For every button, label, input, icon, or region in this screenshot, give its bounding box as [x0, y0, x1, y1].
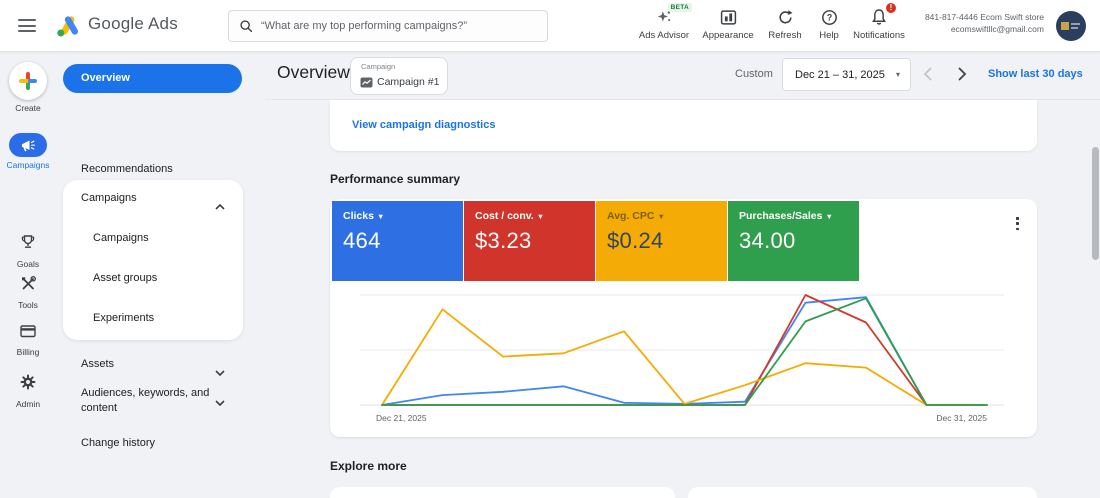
view-campaign-diagnostics-link[interactable]: View campaign diagnostics — [352, 119, 496, 131]
menu-icon[interactable] — [18, 19, 36, 33]
account-info[interactable]: 841-817-4446 Ecom Swift store ecomswiftl… — [925, 12, 1044, 35]
rail-item-create[interactable]: Create — [0, 62, 56, 113]
search-icon — [240, 20, 253, 33]
rail-item-admin[interactable]: Admin — [0, 373, 56, 409]
notification-badge: ! — [885, 2, 897, 14]
help-button[interactable]: ? Help — [797, 7, 861, 41]
top-bar: Google Ads BETA Ads Advisor Appearance — [0, 0, 1100, 52]
rail-item-billing[interactable]: Billing — [0, 323, 56, 357]
metric-tile[interactable]: Avg. CPC ▼ $0.24 — [596, 201, 727, 281]
rail-item-campaigns[interactable]: Campaigns — [0, 133, 56, 170]
dropdown-caret-icon: ▼ — [825, 212, 833, 221]
credit-card-icon — [0, 323, 56, 344]
explore-card-right — [688, 487, 1037, 498]
campaign-chip-label: Campaign #1 — [377, 76, 440, 88]
metric-value: 34.00 — [739, 228, 796, 253]
main-content: Overview Campaign Campaign #1 Custom Dec… — [265, 52, 1100, 498]
campaigns-group-card: Campaigns Campaigns Asset groups Experim… — [63, 180, 243, 340]
performance-summary-card: Clicks ▼ 464 Cost / conv. ▼ $3.23 Avg. CPC… — [330, 199, 1037, 437]
rail-item-tools[interactable]: Tools — [0, 275, 56, 310]
header-divider — [265, 99, 1100, 100]
trophy-icon — [0, 233, 56, 256]
metric-tile[interactable]: Purchases/Sales ▼ 34.00 — [728, 201, 859, 281]
left-rail: Create Campaigns Goals — [0, 52, 56, 498]
refresh-button[interactable]: Refresh — [753, 7, 817, 41]
x-axis-label-start: Dec 21, 2025 — [376, 413, 427, 423]
svg-text:?: ? — [826, 12, 832, 22]
prev-range-button[interactable] — [915, 62, 939, 86]
metric-value: $0.24 — [607, 228, 664, 253]
create-plus-icon — [9, 62, 47, 100]
google-ads-logo-icon[interactable] — [56, 14, 82, 38]
chevron-down-icon — [215, 361, 225, 385]
appearance-button[interactable]: Appearance — [696, 7, 760, 41]
nav-item-audiences[interactable]: Audiences, keywords, and content — [56, 384, 225, 416]
page-title: Overview — [277, 62, 350, 82]
account-email: ecomswiftllc@gmail.com — [950, 23, 1044, 34]
account-name: 841-817-4446 Ecom Swift store — [924, 12, 1044, 22]
refresh-icon — [753, 7, 817, 27]
search-box[interactable] — [228, 10, 548, 42]
help-icon: ? — [797, 7, 861, 27]
nav-item-campaigns[interactable]: Campaigns — [93, 232, 149, 244]
rail-item-goals[interactable]: Goals — [0, 233, 56, 269]
bell-icon: ! — [847, 2, 911, 27]
chevron-up-icon — [215, 195, 225, 219]
gear-icon — [0, 373, 56, 396]
nav-item-overview[interactable]: Overview — [63, 64, 242, 93]
card-options-menu[interactable] — [1014, 215, 1021, 232]
nav-item-asset-groups[interactable]: Asset groups — [93, 272, 158, 284]
nav-item-campaigns-group[interactable]: Campaigns — [63, 186, 243, 210]
scrollbar-thumb[interactable] — [1092, 147, 1099, 260]
performance-chart — [360, 294, 1004, 406]
side-nav: Overview Recommendations Insights and re… — [56, 52, 265, 498]
tools-icon — [0, 275, 56, 297]
metric-tile[interactable]: Cost / conv. ▼ $3.23 — [464, 201, 595, 281]
chevron-down-icon — [215, 396, 225, 411]
notifications-button[interactable]: ! Notifications — [847, 2, 911, 41]
campaign-chip[interactable]: Campaign Campaign #1 — [350, 57, 448, 95]
dropdown-caret-icon: ▼ — [376, 212, 385, 221]
nav-item-assets[interactable]: Assets — [56, 352, 251, 377]
metric-tiles: Clicks ▼ 464 Cost / conv. ▼ $3.23 Avg. CPC… — [332, 201, 859, 281]
metric-value: 464 — [343, 228, 381, 253]
date-range-picker[interactable]: Dec 21 – 31, 2025 ▾ — [782, 58, 911, 91]
nav-item-recommendations[interactable]: Recommendations — [81, 163, 173, 175]
diagnostics-card: View campaign diagnostics — [330, 100, 1037, 151]
ads-advisor-button[interactable]: BETA Ads Advisor — [632, 3, 696, 41]
appearance-icon — [696, 7, 760, 27]
explore-more-title: Explore more — [330, 459, 407, 473]
show-last-30-days-link[interactable]: Show last 30 days — [988, 68, 1083, 80]
dropdown-caret-icon: ▼ — [657, 212, 665, 221]
avatar[interactable] — [1056, 11, 1086, 41]
nav-item-experiments[interactable]: Experiments — [93, 312, 155, 324]
date-range-type: Custom — [735, 68, 773, 80]
search-input[interactable] — [261, 20, 537, 32]
beta-badge: BETA — [667, 3, 692, 12]
dropdown-caret-icon: ▼ — [536, 212, 545, 221]
explore-card-left — [330, 487, 675, 498]
dropdown-caret-icon: ▾ — [895, 70, 900, 79]
nav-item-change-history[interactable]: Change history — [81, 437, 155, 449]
metric-value: $3.23 — [475, 228, 532, 253]
metric-tile[interactable]: Clicks ▼ 464 — [332, 201, 463, 281]
megaphone-icon — [9, 133, 47, 157]
campaign-chart-icon — [360, 77, 373, 87]
app-title: Google Ads — [88, 14, 178, 33]
performance-summary-title: Performance summary — [330, 172, 461, 186]
x-axis-label-end: Dec 31, 2025 — [936, 413, 987, 423]
next-range-button[interactable] — [950, 62, 974, 86]
